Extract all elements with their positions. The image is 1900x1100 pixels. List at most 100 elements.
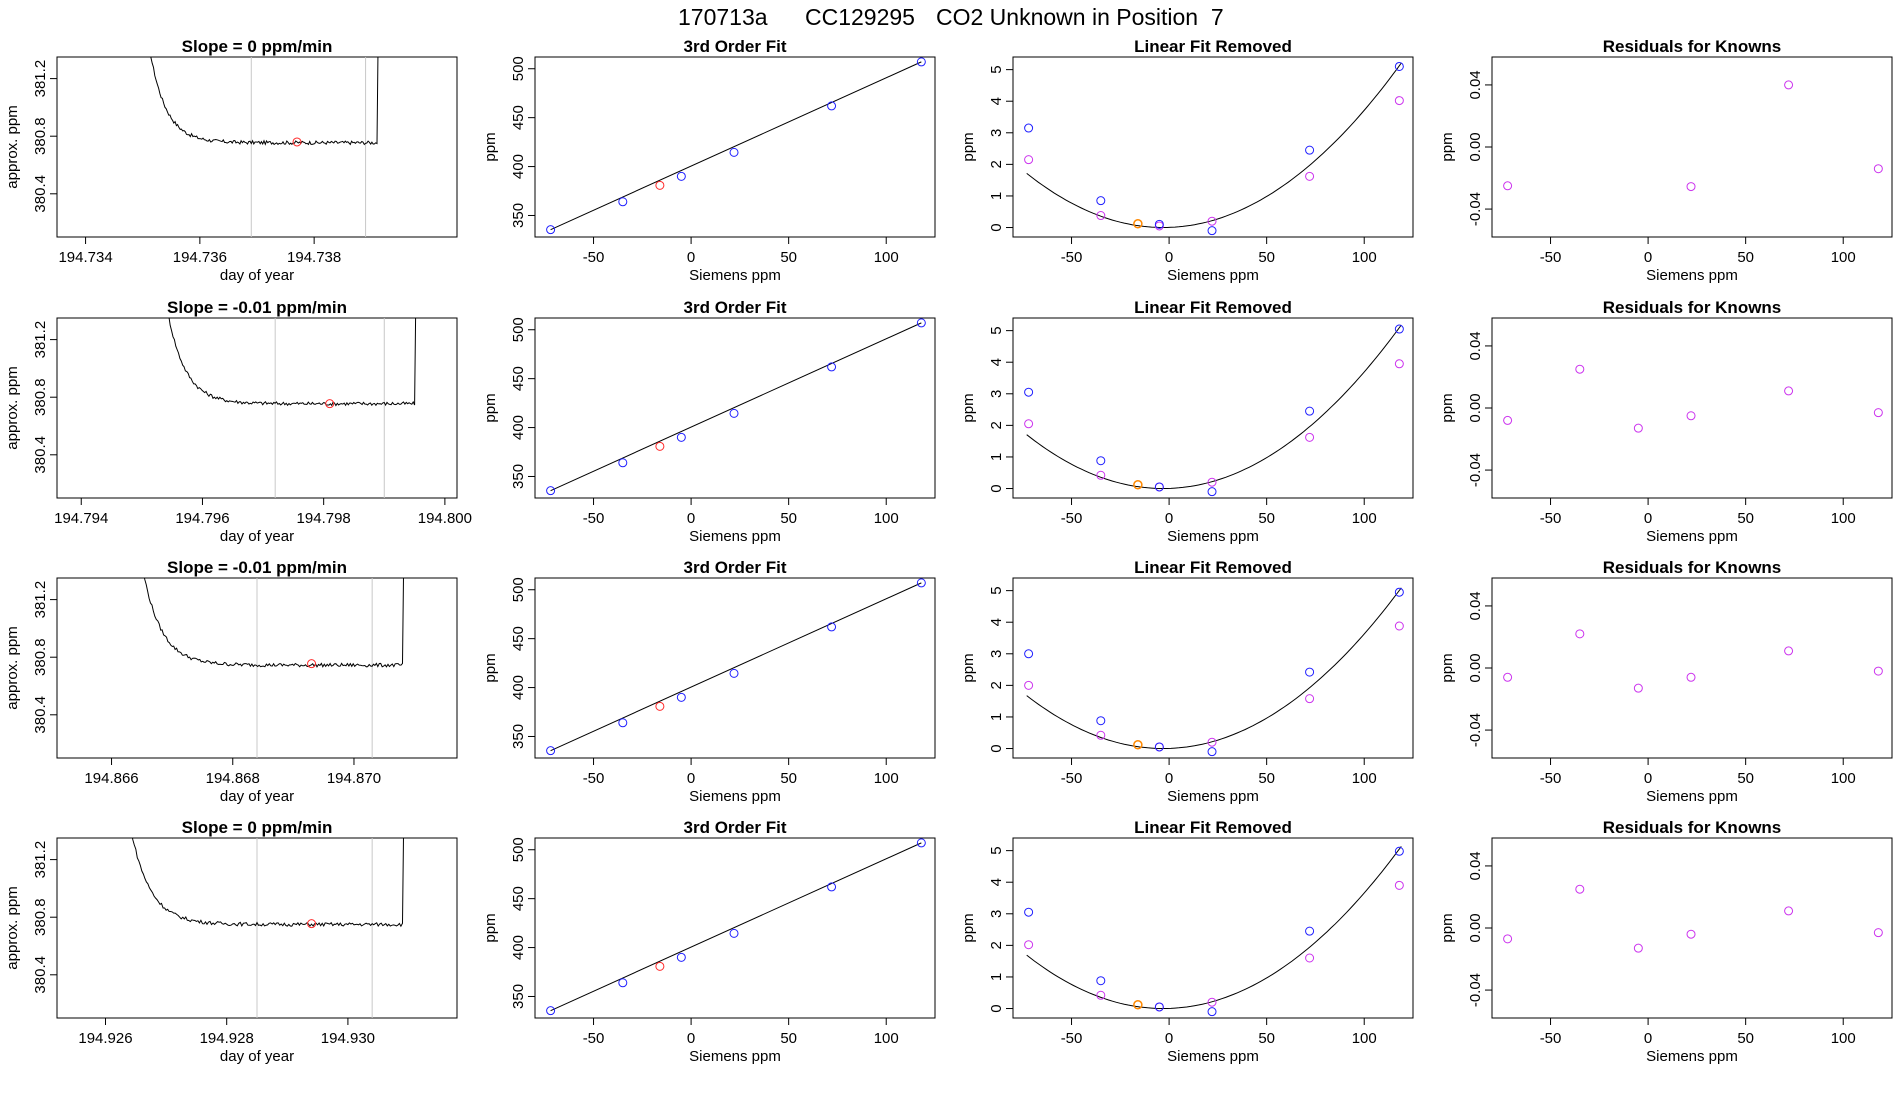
unknown-point xyxy=(655,961,665,971)
x-tick-label: 194.866 xyxy=(84,770,138,787)
plot-frame xyxy=(1491,56,1893,238)
x-tick-label: 50 xyxy=(780,510,797,527)
x-tick-label: 100 xyxy=(874,249,899,266)
y-axis-label: ppm xyxy=(1439,393,1456,422)
panel-trace-1: Slope = 0 ppm/min 194.734 194.736 194.738 38… xyxy=(4,37,458,284)
unknown-point xyxy=(655,180,665,190)
plot-frame xyxy=(534,837,936,1019)
y-tick-label: 0.00 xyxy=(1467,132,1484,161)
x-tick-label: -50 xyxy=(1540,510,1562,527)
y-tick-label: 450 xyxy=(510,366,527,391)
trace-line xyxy=(131,838,404,928)
x-tick-label: 194.930 xyxy=(321,1030,375,1047)
y-tick-label: 1 xyxy=(988,713,1005,721)
panel-fit-2: 3rd Order Fit -50 0 50 100 350 400 450 500 Siemen… xyxy=(482,298,936,545)
mean-point xyxy=(307,659,317,669)
data-layer xyxy=(546,57,926,235)
panel-title: Linear Fit Removed xyxy=(1134,298,1292,317)
data-layer xyxy=(150,57,379,237)
residual-curve xyxy=(1026,846,1402,1009)
standard-point xyxy=(1154,1002,1164,1012)
residual-point xyxy=(1575,884,1585,894)
x-tick-label: 50 xyxy=(1258,1030,1275,1047)
y-tick-label: 381.2 xyxy=(32,581,49,619)
data-layer xyxy=(1024,587,1404,757)
trace-line xyxy=(168,318,417,407)
mean-point xyxy=(292,137,302,147)
x-tick-label: 0 xyxy=(1165,249,1173,266)
residual-point xyxy=(1575,629,1585,639)
x-tick-label: -50 xyxy=(1540,249,1562,266)
plot-frame xyxy=(1491,577,1893,759)
panel-title: Linear Fit Removed xyxy=(1134,37,1292,56)
x-tick-label: 50 xyxy=(780,770,797,787)
x-tick-label: 50 xyxy=(780,249,797,266)
magenta-point xyxy=(1394,621,1404,631)
y-axis-label: ppm xyxy=(482,132,499,161)
panel-trace-3: Slope = -0.01 ppm/min 194.866 194.868 194.8… xyxy=(4,558,458,805)
x-tick-label: 0 xyxy=(687,1030,695,1047)
y-tick-label: 1 xyxy=(988,192,1005,200)
y-tick-label: 350 xyxy=(510,724,527,749)
standard-point xyxy=(1207,747,1217,757)
plot-frame xyxy=(1012,317,1414,499)
magenta-point xyxy=(1305,953,1315,963)
data-layer xyxy=(143,578,404,758)
y-axis-label: ppm xyxy=(960,913,977,942)
magenta-point xyxy=(1096,211,1106,221)
residual-point xyxy=(1686,672,1696,682)
x-tick-label: -50 xyxy=(583,1030,605,1047)
y-tick-label: 1 xyxy=(988,973,1005,981)
x-tick-label: 0 xyxy=(1644,770,1652,787)
y-tick-label: 5 xyxy=(988,586,1005,594)
residual-point xyxy=(1686,182,1696,192)
standard-point xyxy=(729,147,739,157)
run-id: 170713a xyxy=(678,4,768,30)
panel-resid-2: Residuals for Knowns -50 0 50 100 -0.04 0.00 0.… xyxy=(1439,298,1893,545)
y-tick-label: 5 xyxy=(988,846,1005,854)
magenta-point xyxy=(1305,694,1315,704)
y-tick-label: 3 xyxy=(988,390,1005,398)
standard-point xyxy=(827,101,837,111)
y-tick-label: 380.8 xyxy=(32,378,49,416)
residual-point xyxy=(1784,646,1794,656)
residual-point xyxy=(1784,386,1794,396)
standard-point xyxy=(1207,1007,1217,1017)
x-tick-label: 0 xyxy=(1165,770,1173,787)
y-axis-label: ppm xyxy=(1439,653,1456,682)
panel-title: Residuals for Knowns xyxy=(1603,298,1782,317)
y-tick-label: 0.04 xyxy=(1467,851,1484,880)
magenta-point xyxy=(1305,432,1315,442)
panel-resid-3: Residuals for Knowns -50 0 50 100 -0.04 0.00 0.… xyxy=(1439,558,1893,805)
panel-title: Residuals for Knowns xyxy=(1603,558,1782,577)
magenta-point xyxy=(1207,216,1217,226)
x-tick-label: 0 xyxy=(1165,1030,1173,1047)
standard-point xyxy=(1207,226,1217,236)
plot-frame xyxy=(534,56,936,238)
y-tick-label: 380.4 xyxy=(32,436,49,474)
x-tick-label: 194.796 xyxy=(175,510,229,527)
magenta-point xyxy=(1305,171,1315,181)
magenta-point xyxy=(1096,990,1106,1000)
x-axis-label: Siemens ppm xyxy=(1646,528,1738,545)
x-axis-label: Siemens ppm xyxy=(1167,267,1259,284)
x-tick-label: 0 xyxy=(687,770,695,787)
panel-title: Linear Fit Removed xyxy=(1134,818,1292,837)
magenta-point xyxy=(1207,477,1217,487)
panel-title: 3rd Order Fit xyxy=(684,818,787,837)
y-axis-label: approx. ppm xyxy=(4,626,21,709)
standard-point xyxy=(618,458,628,468)
x-tick-label: 50 xyxy=(780,1030,797,1047)
plot-frame xyxy=(1012,577,1414,759)
standard-point xyxy=(618,978,628,988)
y-tick-label: 450 xyxy=(510,886,527,911)
y-tick-label: -0.04 xyxy=(1467,713,1484,747)
standard-point xyxy=(546,1006,556,1016)
y-tick-label: 380.4 xyxy=(32,175,49,213)
standard-point xyxy=(1154,742,1164,752)
panel-title: 3rd Order Fit xyxy=(684,298,787,317)
trace-line xyxy=(150,57,379,146)
standard-point xyxy=(546,225,556,235)
standard-point xyxy=(916,578,926,588)
unknown-point xyxy=(1133,218,1143,229)
